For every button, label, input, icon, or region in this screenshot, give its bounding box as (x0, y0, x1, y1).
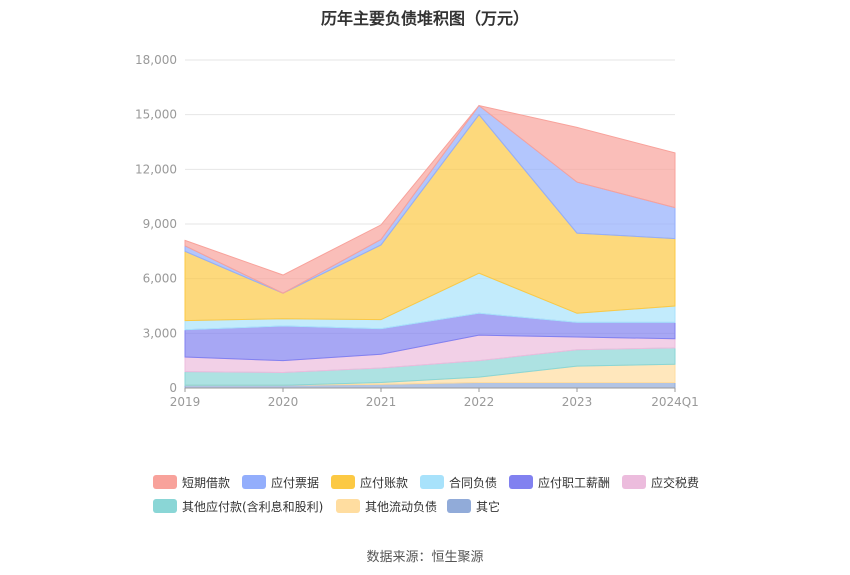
legend-swatch (420, 475, 444, 489)
y-tick-label: 0 (169, 381, 177, 395)
y-tick-label: 18,000 (135, 53, 177, 67)
x-tick-label: 2022 (464, 395, 495, 409)
legend-label: 短期借款 (182, 475, 231, 490)
area-短期借款 (184, 104, 676, 294)
x-tick-label: 2021 (366, 395, 397, 409)
legend-item[interactable]: 应付账款 (331, 474, 408, 490)
y-tick-label: 3,000 (143, 326, 177, 340)
legend-swatch (242, 475, 266, 489)
legend-swatch (509, 475, 533, 489)
y-tick-label: 9,000 (143, 217, 177, 231)
legend-label: 合同负债 (449, 475, 498, 490)
y-tick-label: 15,000 (135, 108, 177, 122)
legend-swatch (336, 499, 360, 513)
legend-label: 应付账款 (360, 475, 409, 490)
legend-label: 其他流动负债 (365, 499, 438, 514)
legend-item[interactable]: 应交税费 (622, 474, 699, 490)
data-source: 数据来源：恒生聚源 (366, 550, 484, 565)
legend-label: 应付职工薪酬 (538, 475, 611, 490)
legend-label: 其它 (476, 499, 501, 514)
area-series (184, 104, 676, 389)
y-tick-label: 12,000 (135, 162, 177, 176)
legend-label: 应付票据 (271, 475, 320, 490)
legend-swatch (153, 475, 177, 489)
legend-swatch (153, 499, 177, 513)
x-tick-label: 2023 (562, 395, 593, 409)
legend-item[interactable]: 应付职工薪酬 (509, 474, 610, 490)
x-tick-label: 2024Q1 (651, 395, 699, 409)
legend-swatch (622, 475, 646, 489)
legend-item[interactable]: 合同负债 (420, 474, 497, 490)
y-tick-label: 6,000 (143, 272, 177, 286)
axes: 0 3,000 6,000 9,000 12,000 15,000 18,000 2019 20… (135, 53, 699, 409)
x-tick-label: 2020 (268, 395, 299, 409)
legend-label: 其他应付款(含利息和股利) (182, 499, 324, 514)
legend-label: 应交税费 (651, 475, 700, 490)
legend-swatch (447, 499, 471, 513)
legend-item[interactable]: 短期借款 (153, 474, 230, 490)
legend-item[interactable]: 应付票据 (242, 474, 319, 490)
chart-title: 历年主要负债堆积图（万元） (320, 9, 529, 28)
legend-swatch (331, 475, 355, 489)
legend-item[interactable]: 其它 (447, 498, 500, 514)
x-tick-label: 2019 (170, 395, 201, 409)
legend-item[interactable]: 其他流动负债 (336, 498, 437, 514)
legend-item[interactable]: 其他应付款(含利息和股利) (153, 498, 323, 514)
